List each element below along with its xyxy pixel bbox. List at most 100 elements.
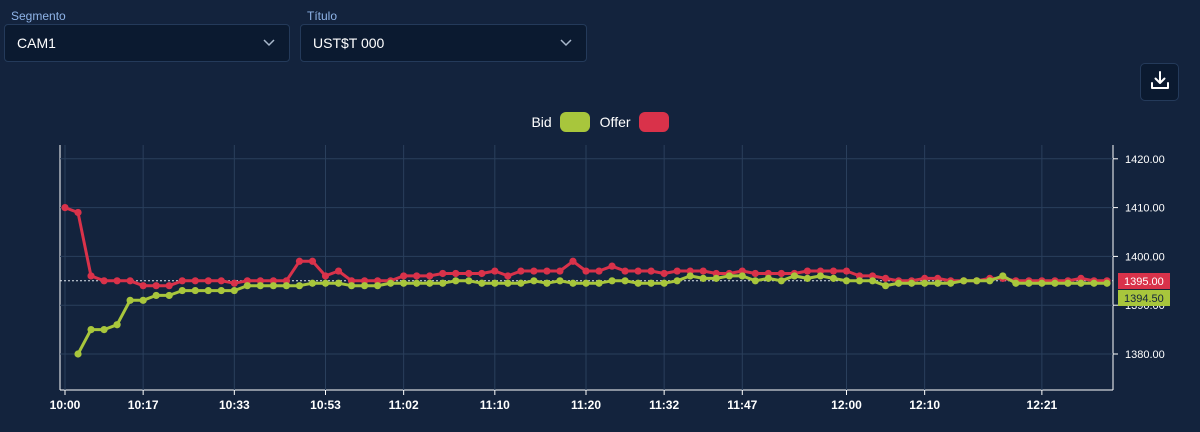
legend-bid-swatch: [559, 112, 590, 132]
bid-point: [439, 279, 447, 287]
last-bid-value: 1394.50: [1124, 293, 1164, 305]
chart-legend: Bid Offer: [0, 112, 1200, 132]
offer-point: [751, 269, 759, 278]
bid-point: [465, 277, 473, 285]
bid-point: [374, 282, 382, 290]
y-tick-label: 1410.00: [1125, 203, 1165, 215]
legend-item-bid[interactable]: Bid: [531, 112, 590, 132]
bid-point: [660, 279, 668, 287]
bid-point: [699, 274, 707, 282]
bid-point: [308, 279, 317, 287]
offer-point: [660, 269, 668, 278]
bid-point: [764, 274, 772, 282]
bid-point: [556, 277, 564, 285]
title-label: Título: [307, 9, 338, 23]
offer-point: [139, 282, 147, 290]
bid-point: [934, 279, 942, 287]
x-tick-label: 11:10: [480, 398, 510, 412]
bid-point: [816, 272, 825, 280]
y-tick-label: 1380.00: [1125, 349, 1165, 361]
legend-item-offer[interactable]: Offer: [600, 112, 669, 132]
bid-point: [634, 279, 642, 287]
offer-point: [621, 267, 629, 275]
bid-point: [217, 286, 225, 295]
bid-point: [1090, 279, 1098, 287]
offer-point: [113, 277, 121, 285]
title-select[interactable]: UST$T 000: [300, 24, 587, 62]
bid-point: [100, 326, 108, 334]
bid-point: [1012, 279, 1020, 287]
x-tick-label: 11:32: [649, 398, 679, 412]
bid-point: [178, 286, 186, 295]
legend-bid-label: Bid: [531, 114, 552, 130]
offer-point: [230, 279, 238, 287]
last-bid-tag: [1118, 290, 1170, 306]
bid-point: [712, 274, 720, 282]
x-tick-label: 10:33: [219, 398, 250, 412]
x-tick-label: 10:53: [310, 398, 341, 412]
offer-point: [426, 272, 434, 280]
bid-point: [595, 279, 603, 287]
bid-point: [87, 326, 95, 334]
bid-point: [504, 279, 512, 287]
bid-point: [530, 277, 538, 285]
offer-point: [165, 282, 173, 290]
x-tick-label: 10:00: [50, 398, 81, 412]
bid-point: [204, 286, 212, 295]
offer-point: [582, 267, 590, 275]
title-value: UST$T 000: [313, 35, 385, 51]
x-tick-label: 12:00: [831, 398, 862, 412]
bid-point: [947, 279, 955, 287]
bid-point: [426, 279, 434, 287]
bid-point: [191, 286, 199, 295]
bid-point: [230, 286, 238, 295]
bid-point: [243, 282, 251, 290]
bid-point: [621, 277, 629, 285]
bid-point: [803, 274, 812, 282]
legend-offer-label: Offer: [599, 114, 631, 130]
bid-point: [74, 350, 82, 358]
last-offer-tag: [1118, 273, 1170, 289]
bid-point: [986, 277, 994, 285]
bid-point: [842, 277, 851, 285]
x-tick-label: 12:10: [909, 398, 940, 412]
offer-point: [504, 272, 512, 280]
segment-select[interactable]: CAM1: [4, 24, 290, 62]
bid-point: [973, 277, 981, 285]
bid-point: [517, 279, 525, 287]
bid-point: [908, 279, 916, 287]
offer-point: [152, 282, 160, 290]
bid-point: [895, 279, 903, 287]
offer-point: [452, 269, 460, 278]
bid-point: [269, 282, 277, 290]
offer-point: [647, 267, 655, 275]
offer-point: [413, 272, 421, 280]
offer-point: [569, 257, 577, 265]
offer-point: [100, 277, 108, 285]
bid-point: [1038, 279, 1046, 287]
offer-point: [829, 267, 838, 275]
y-tick-label: 1400.00: [1125, 251, 1165, 263]
offer-point: [295, 257, 304, 265]
bid-point: [282, 282, 291, 290]
bid-point: [881, 282, 890, 290]
bid-point: [139, 296, 147, 304]
offer-point: [87, 272, 95, 280]
bid-point: [334, 279, 343, 287]
download-button[interactable]: [1140, 63, 1179, 101]
bid-point: [126, 296, 134, 304]
bid-point: [960, 277, 968, 285]
bid-point: [751, 277, 759, 285]
offer-point: [777, 269, 785, 278]
offer-point: [543, 267, 551, 275]
offer-point: [400, 272, 408, 280]
legend-offer-swatch: [638, 112, 669, 132]
bid-point: [1077, 279, 1085, 287]
x-tick-label: 11:20: [571, 398, 601, 412]
bid-point: [256, 282, 264, 290]
bid-point: [790, 272, 799, 280]
offer-point: [842, 267, 851, 275]
segment-label: Segmento: [11, 9, 66, 23]
bid-point: [295, 282, 304, 290]
